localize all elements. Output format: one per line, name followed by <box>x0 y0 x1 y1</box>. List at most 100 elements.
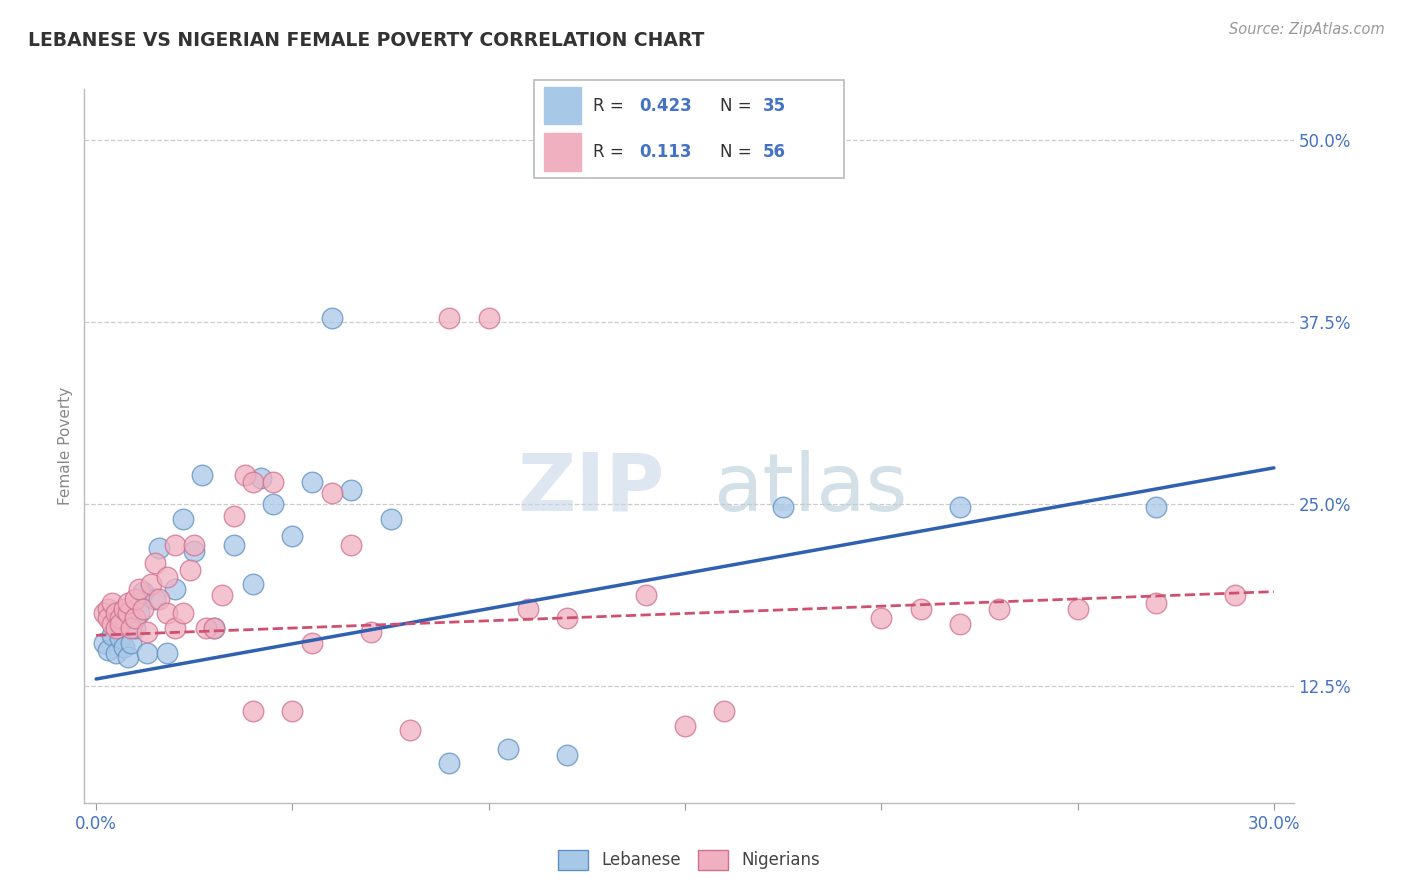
Point <box>139 577 162 591</box>
Point <box>242 475 264 490</box>
Point <box>281 704 304 718</box>
Point <box>222 508 245 523</box>
Text: R =: R = <box>593 97 628 115</box>
Point <box>156 570 179 584</box>
Point <box>555 611 578 625</box>
Point <box>163 538 186 552</box>
Point <box>97 611 120 625</box>
Point <box>870 611 893 625</box>
Point <box>555 747 578 762</box>
Point <box>439 756 461 771</box>
Point <box>104 646 127 660</box>
Point <box>713 704 735 718</box>
Point <box>910 602 932 616</box>
Point <box>121 621 143 635</box>
Legend: Lebanese, Nigerians: Lebanese, Nigerians <box>551 843 827 877</box>
Point <box>108 632 131 646</box>
Point <box>93 607 115 621</box>
Point <box>439 310 461 325</box>
Point <box>132 602 155 616</box>
Point <box>93 635 115 649</box>
Point <box>143 591 166 606</box>
Point <box>112 640 135 654</box>
Point <box>517 602 540 616</box>
Bar <box>544 87 581 124</box>
Point <box>498 742 520 756</box>
Point <box>262 475 284 490</box>
Point <box>124 621 146 635</box>
Y-axis label: Female Poverty: Female Poverty <box>58 387 73 505</box>
Text: 56: 56 <box>763 143 786 161</box>
Text: N =: N = <box>720 97 756 115</box>
Point <box>97 602 120 616</box>
Point <box>242 577 264 591</box>
Point <box>202 621 225 635</box>
Point <box>634 588 657 602</box>
Point <box>108 616 131 631</box>
Point <box>117 650 139 665</box>
Point <box>281 529 304 543</box>
Point <box>172 607 194 621</box>
Point <box>360 625 382 640</box>
Point <box>108 611 131 625</box>
Point <box>101 628 124 642</box>
Text: 0.423: 0.423 <box>640 97 692 115</box>
Text: 35: 35 <box>763 97 786 115</box>
Text: 0.113: 0.113 <box>640 143 692 161</box>
Point <box>124 611 146 625</box>
Point <box>1223 588 1246 602</box>
Point <box>321 310 343 325</box>
Point <box>148 541 170 555</box>
Point <box>949 500 972 515</box>
Point <box>222 538 245 552</box>
Point <box>988 602 1011 616</box>
Point <box>478 310 501 325</box>
Point <box>163 621 186 635</box>
Point <box>128 582 150 596</box>
Point <box>340 538 363 552</box>
Point <box>250 471 273 485</box>
Point <box>321 485 343 500</box>
Point <box>380 512 402 526</box>
Point <box>949 616 972 631</box>
Point <box>156 607 179 621</box>
Point <box>136 625 159 640</box>
Point <box>97 643 120 657</box>
Point <box>104 621 127 635</box>
Point <box>340 483 363 497</box>
Point <box>163 582 186 596</box>
Point <box>772 500 794 515</box>
Point <box>242 704 264 718</box>
Point <box>172 512 194 526</box>
Point <box>121 635 143 649</box>
Point <box>112 602 135 616</box>
Point <box>262 497 284 511</box>
Point <box>128 607 150 621</box>
Point <box>1144 500 1167 515</box>
Point <box>233 468 256 483</box>
Point <box>132 584 155 599</box>
Point <box>211 588 233 602</box>
Point <box>143 556 166 570</box>
Point <box>301 635 323 649</box>
Point <box>399 723 422 737</box>
Point <box>301 475 323 490</box>
Point <box>101 616 124 631</box>
Bar <box>544 133 581 170</box>
Point <box>117 607 139 621</box>
Point <box>673 718 696 732</box>
Text: R =: R = <box>593 143 628 161</box>
Point <box>117 596 139 610</box>
Point <box>183 538 205 552</box>
Point <box>104 607 127 621</box>
Point <box>156 646 179 660</box>
Point <box>202 621 225 635</box>
Text: LEBANESE VS NIGERIAN FEMALE POVERTY CORRELATION CHART: LEBANESE VS NIGERIAN FEMALE POVERTY CORR… <box>28 31 704 50</box>
Point <box>179 563 201 577</box>
Text: Source: ZipAtlas.com: Source: ZipAtlas.com <box>1229 22 1385 37</box>
Point <box>183 544 205 558</box>
Point <box>1144 596 1167 610</box>
Point <box>136 646 159 660</box>
Point <box>101 596 124 610</box>
Text: atlas: atlas <box>713 450 907 528</box>
